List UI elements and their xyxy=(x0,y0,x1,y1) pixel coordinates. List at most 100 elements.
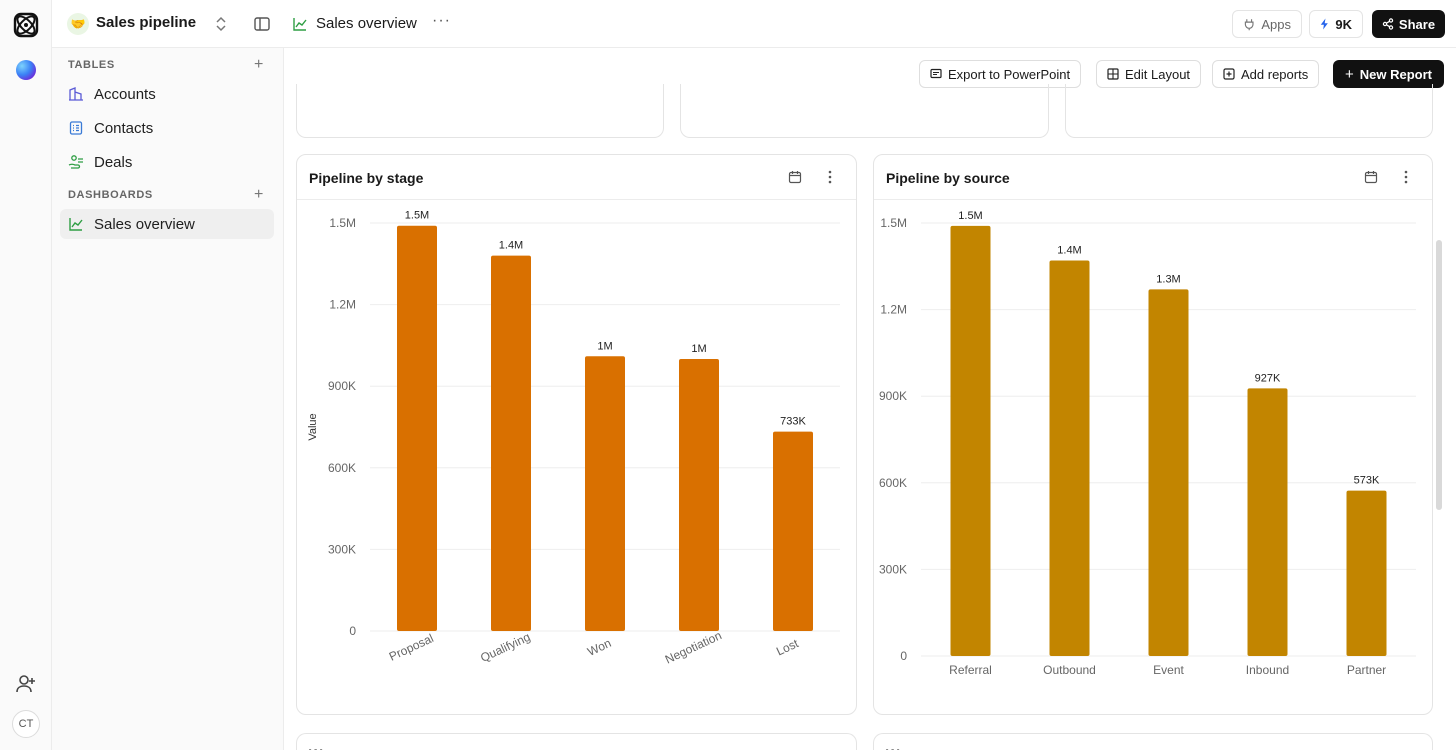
add-user-icon[interactable] xyxy=(15,673,37,695)
y-tick-label: 0 xyxy=(349,624,356,638)
top-bar: 🤝 Sales pipeline Sales overview ··· Apps… xyxy=(52,0,1456,48)
next-report-card-left: W xyxy=(296,733,857,750)
y-tick-label: 600K xyxy=(879,476,907,490)
add-reports-button[interactable]: Add reports xyxy=(1212,60,1320,88)
card-title: W xyxy=(886,746,899,750)
new-report-button[interactable]: + New Report xyxy=(1333,60,1444,88)
bar[interactable] xyxy=(1346,490,1387,656)
app-logo-icon[interactable] xyxy=(12,11,40,39)
y-tick-label: 600K xyxy=(328,461,356,475)
more-vertical-icon[interactable] xyxy=(1399,169,1413,185)
dashboard-main: Export to PowerPoint Edit Layout Add rep… xyxy=(284,48,1456,750)
apps-label: Apps xyxy=(1261,16,1291,32)
metric-card-1 xyxy=(296,84,664,138)
new-report-label: New Report xyxy=(1359,66,1432,82)
bar[interactable] xyxy=(1148,289,1189,656)
x-tick-label: Partner xyxy=(1347,663,1386,677)
next-report-card-right: W xyxy=(873,733,1433,750)
workspace-emoji: 🤝 xyxy=(67,13,89,35)
plug-icon xyxy=(1244,18,1254,30)
calendar-icon[interactable] xyxy=(788,170,802,184)
card-header: Pipeline by source xyxy=(874,155,1432,200)
card-title: Pipeline by stage xyxy=(309,170,424,186)
data-label: 1.5M xyxy=(405,210,429,222)
bar[interactable] xyxy=(1049,260,1090,656)
bar[interactable] xyxy=(950,225,991,657)
card-title: Pipeline by source xyxy=(886,170,1010,186)
edit-layout-label: Edit Layout xyxy=(1125,66,1191,82)
pipeline-by-stage-chart: 0 300K 600K 900K 1.2M 1.5M Value 1.5M Proposal 1.… xyxy=(307,210,840,667)
y-tick-label: 1.2M xyxy=(329,298,356,312)
share-icon xyxy=(1382,18,1394,30)
sidebar-item-accounts[interactable]: Accounts xyxy=(60,79,274,109)
credits-button[interactable]: 9K xyxy=(1309,10,1363,38)
sidebar-item-deals[interactable]: Deals xyxy=(60,147,274,177)
data-label: 1.3M xyxy=(1156,273,1180,285)
y-tick-label: 1.2M xyxy=(880,303,907,317)
sidebar: TABLES + Accounts Contacts Deals DASHBOA… xyxy=(52,48,284,750)
tables-section-label: TABLES xyxy=(68,59,115,71)
sidebar-item-label: Sales overview xyxy=(94,215,195,233)
workspace-orb-icon[interactable] xyxy=(16,60,36,80)
export-label: Export to PowerPoint xyxy=(948,66,1071,82)
calendar-icon[interactable] xyxy=(1364,170,1378,184)
x-tick-label: Lost xyxy=(774,636,801,659)
add-reports-label: Add reports xyxy=(1241,66,1309,82)
y-tick-label: 1.5M xyxy=(329,216,356,230)
x-tick-label: Proposal xyxy=(387,631,436,664)
app-rail: CT xyxy=(0,0,52,750)
y-tick-label: 300K xyxy=(328,542,356,556)
add-dashboard-icon[interactable]: + xyxy=(254,186,264,203)
data-label: 573K xyxy=(1354,475,1380,487)
sidebar-item-label: Contacts xyxy=(94,119,154,137)
bar[interactable] xyxy=(1247,388,1288,656)
bar[interactable] xyxy=(773,431,813,631)
workspace-name[interactable]: Sales pipeline xyxy=(96,14,197,31)
data-label: 1.4M xyxy=(499,240,523,252)
line-chart-icon xyxy=(69,218,83,231)
share-label: Share xyxy=(1398,16,1436,32)
apps-button[interactable]: Apps xyxy=(1232,10,1302,38)
bar[interactable] xyxy=(679,359,719,631)
building-icon xyxy=(69,87,83,101)
data-label: 927K xyxy=(1255,372,1281,384)
money-hand-icon xyxy=(68,155,83,169)
sidebar-toggle-icon[interactable] xyxy=(253,15,271,33)
card-header: Pipeline by stage xyxy=(297,155,856,200)
bar[interactable] xyxy=(585,356,625,631)
data-label: 1.4M xyxy=(1057,245,1081,257)
user-avatar[interactable]: CT xyxy=(12,710,40,738)
card-title: W xyxy=(309,746,322,750)
sidebar-item-contacts[interactable]: Contacts xyxy=(60,113,274,143)
x-tick-label: Qualifying xyxy=(478,630,532,665)
add-table-icon[interactable]: + xyxy=(254,56,264,73)
x-tick-label: Won xyxy=(585,636,613,659)
y-tick-label: 0 xyxy=(900,649,907,663)
metric-card-2 xyxy=(680,84,1049,138)
plus-icon: + xyxy=(1345,65,1354,83)
contact-list-icon xyxy=(69,121,83,135)
y-tick-label: 900K xyxy=(328,379,356,393)
y-tick-label: 900K xyxy=(879,389,907,403)
edit-layout-button[interactable]: Edit Layout xyxy=(1096,60,1202,88)
plus-square-icon xyxy=(1223,68,1235,80)
main-scrollbar[interactable] xyxy=(1436,240,1442,510)
data-label: 733K xyxy=(780,416,806,428)
sidebar-item-sales-overview[interactable]: Sales overview xyxy=(60,209,274,239)
data-label: 1.5M xyxy=(958,210,982,222)
x-tick-label: Outbound xyxy=(1043,663,1096,677)
share-button[interactable]: Share xyxy=(1372,10,1445,38)
export-powerpoint-button[interactable]: Export to PowerPoint xyxy=(919,60,1082,88)
pipeline-by-source-chart: 0 300K 600K 900K 1.2M 1.5M 1.5M Referral 1.4M Out… xyxy=(879,210,1416,677)
lightning-icon xyxy=(1320,18,1328,30)
more-vertical-icon[interactable] xyxy=(823,169,837,185)
data-label: 1M xyxy=(691,343,706,355)
y-tick-label: 300K xyxy=(879,562,907,576)
bar[interactable] xyxy=(491,255,531,631)
more-options-icon[interactable]: ··· xyxy=(432,12,451,29)
chevron-up-down-icon[interactable] xyxy=(214,15,228,33)
bar[interactable] xyxy=(397,225,437,631)
credits-label: 9K xyxy=(1335,16,1352,32)
y-axis-label: Value xyxy=(307,413,319,440)
y-tick-label: 1.5M xyxy=(880,216,907,230)
